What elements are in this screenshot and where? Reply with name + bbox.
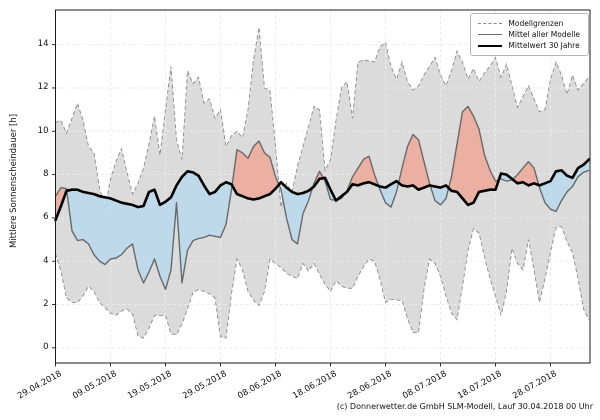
legend-label: Modellgrenzen (508, 19, 564, 28)
model-bounds-upper-line (55, 27, 590, 210)
thick-line-sample-icon (478, 44, 503, 47)
legend-item-mittelwert-30-jahre: Mittelwert 30 Jahre (478, 40, 580, 51)
solid-line-sample-icon (478, 34, 503, 35)
legend: Modellgrenzen Mittel aller Modelle Mitte… (470, 13, 589, 56)
plot-border (55, 9, 591, 364)
legend-label: Mittelwert 30 Jahre (508, 41, 580, 50)
fill-above-normal (512, 161, 539, 186)
model-bounds-band (55, 27, 589, 339)
fill-below-normal (66, 171, 233, 290)
legend-item-modellgrenzen: Modellgrenzen (478, 18, 580, 29)
fill-above-normal (398, 134, 431, 190)
dashed-line-sample-icon (478, 23, 503, 24)
mean-30y-line (54, 158, 591, 222)
tick-marks (52, 44, 551, 367)
fill-above-normal (448, 106, 499, 205)
legend-item-mittel-aller-modelle: Mittel aller Modelle (478, 29, 580, 40)
legend-label: Mittel aller Modelle (508, 30, 580, 39)
fill-below-normal (278, 182, 313, 244)
